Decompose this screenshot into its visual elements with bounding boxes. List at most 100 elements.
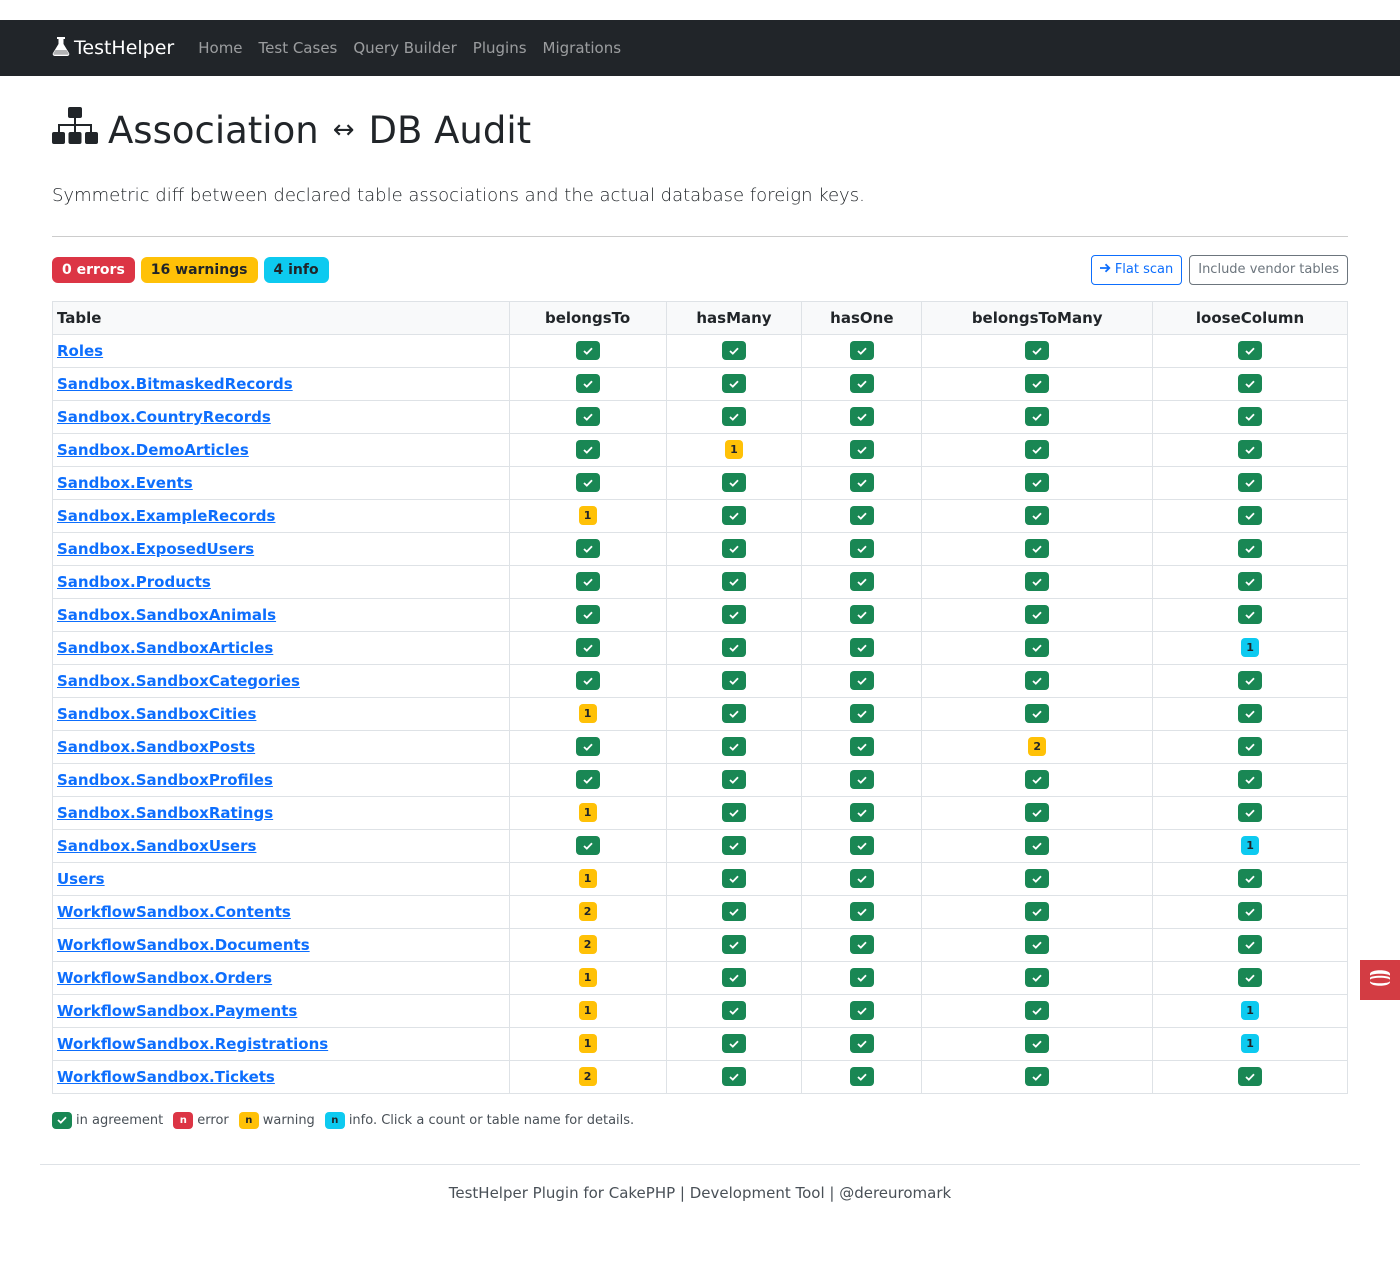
status-cell-belongs-to-many <box>921 564 1154 599</box>
status-cell-has-many <box>665 1026 803 1061</box>
warning-count-badge[interactable]: 2 <box>578 1067 597 1087</box>
column-header-belongs-to-many: belongsToMany <box>921 300 1154 335</box>
check-icon <box>575 473 600 493</box>
brand-label: TestHelper <box>74 37 175 59</box>
table-header-row: Table belongsTo hasMany hasOne belongsTo… <box>52 300 1348 335</box>
status-cell-has-many <box>665 366 803 401</box>
check-icon <box>1238 374 1263 394</box>
table-name-link[interactable]: Sandbox.SandboxCities <box>57 704 257 723</box>
table-name-cell: WorkflowSandbox.Contents <box>52 894 510 929</box>
table-name-link[interactable]: Sandbox.SandboxPosts <box>57 737 256 756</box>
legend-warning: warning <box>262 1112 315 1128</box>
table-name-link[interactable]: Sandbox.ExposedUsers <box>57 539 255 558</box>
warning-count-badge[interactable]: 1 <box>578 704 597 724</box>
check-icon <box>1238 770 1263 790</box>
check-icon <box>575 539 600 559</box>
warning-count-badge[interactable]: 1 <box>578 869 597 889</box>
table-name-cell: Sandbox.Events <box>52 465 510 500</box>
table-name-link[interactable]: Sandbox.SandboxRatings <box>57 803 274 822</box>
table-name-link[interactable]: WorkflowSandbox.Documents <box>57 935 310 954</box>
cakephp-debug-toggle[interactable] <box>1360 960 1400 1000</box>
check-icon <box>1025 803 1050 823</box>
table-name-cell: Sandbox.ExampleRecords <box>52 498 510 533</box>
include-vendor-button[interactable]: Include vendor tables <box>1189 254 1348 285</box>
status-cell-has-one <box>801 828 923 863</box>
status-cell-loose-column <box>1152 564 1348 599</box>
check-icon <box>575 440 600 460</box>
warning-count-badge[interactable]: 1 <box>578 968 597 988</box>
table-name-link[interactable]: Sandbox.SandboxUsers <box>57 836 257 855</box>
status-cell-has-many <box>665 597 803 632</box>
status-cell-belongs-to-many <box>921 399 1154 434</box>
table-name-link[interactable]: Roles <box>57 341 104 360</box>
table-name-link[interactable]: Sandbox.ExampleRecords <box>57 506 276 525</box>
table-name-link[interactable]: Sandbox.Events <box>57 473 193 492</box>
status-cell-has-many <box>665 993 803 1028</box>
warning-count-badge[interactable]: 1 <box>724 440 743 460</box>
table-name-link[interactable]: WorkflowSandbox.Contents <box>57 902 291 921</box>
status-cell-loose-column <box>1152 663 1348 698</box>
table-name-link[interactable]: Sandbox.SandboxArticles <box>57 638 274 657</box>
warning-count-badge[interactable]: 2 <box>578 935 597 955</box>
table-name-link[interactable]: Sandbox.Products <box>57 572 211 591</box>
table-name-link[interactable]: WorkflowSandbox.Tickets <box>57 1067 275 1086</box>
check-icon <box>1025 968 1050 988</box>
table-name-cell: Sandbox.ExposedUsers <box>52 531 510 566</box>
warning-count-badge[interactable]: 1 <box>578 1001 597 1021</box>
status-cell-loose-column <box>1152 696 1348 731</box>
status-cell-has-many <box>665 927 803 962</box>
table-row: WorkflowSandbox.Tickets 2 <box>52 1059 1348 1094</box>
table-name-link[interactable]: WorkflowSandbox.Registrations <box>57 1034 329 1053</box>
status-cell-loose-column: 1 <box>1152 993 1348 1028</box>
table-name-link[interactable]: Users <box>57 869 105 888</box>
info-count-badge[interactable]: 1 <box>1241 1001 1260 1021</box>
nav-link-test-cases[interactable]: Test Cases <box>258 39 338 57</box>
table-name-link[interactable]: Sandbox.SandboxAnimals <box>57 605 277 624</box>
info-count-badge[interactable]: 1 <box>1241 638 1260 658</box>
table-name-link[interactable]: Sandbox.DemoArticles <box>57 440 249 459</box>
table-name-cell: WorkflowSandbox.Orders <box>52 960 510 995</box>
check-icon <box>575 407 600 427</box>
nav-link-query-builder[interactable]: Query Builder <box>353 39 457 57</box>
table-name-link[interactable]: Sandbox.SandboxProfiles <box>57 770 273 789</box>
flat-scan-label: Flat scan <box>1114 261 1174 277</box>
table-name-cell: Sandbox.SandboxAnimals <box>52 597 510 632</box>
warning-count-badge[interactable]: 1 <box>578 1034 597 1054</box>
check-icon <box>1238 935 1263 955</box>
status-cell-has-one <box>801 630 923 665</box>
brand[interactable]: TestHelper <box>52 36 174 61</box>
warning-count-badge[interactable]: 1 <box>578 803 597 823</box>
warning-count-badge[interactable]: 1 <box>578 506 597 526</box>
table-row: Sandbox.SandboxPosts 2 <box>52 729 1348 764</box>
flat-scan-button[interactable]: Flat scan <box>1090 254 1183 285</box>
check-icon <box>849 968 874 988</box>
status-cell-belongs-to-many <box>921 531 1154 566</box>
nav-link-plugins[interactable]: Plugins <box>472 39 527 57</box>
check-icon <box>721 341 746 361</box>
nav-link-home[interactable]: Home <box>198 39 243 57</box>
status-cell-belongs-to: 1 <box>508 960 667 995</box>
table-name-link[interactable]: Sandbox.BitmaskedRecords <box>57 374 293 393</box>
warning-count-badge[interactable]: 2 <box>1028 737 1047 757</box>
status-cell-belongs-to-many <box>921 894 1154 929</box>
check-icon <box>1238 869 1263 889</box>
status-cell-belongs-to <box>508 432 667 467</box>
nav-link-migrations[interactable]: Migrations <box>542 39 622 57</box>
check-icon <box>575 638 600 658</box>
info-count-badge[interactable]: 1 <box>1241 836 1260 856</box>
check-icon <box>721 605 746 625</box>
page-lead: Symmetric diff between declared table as… <box>52 184 865 206</box>
warning-count-badge[interactable]: 2 <box>578 902 597 922</box>
table-name-link[interactable]: Sandbox.CountryRecords <box>57 407 271 426</box>
status-cell-belongs-to: 1 <box>508 861 667 896</box>
status-cell-loose-column: 1 <box>1152 828 1348 863</box>
table-name-link[interactable]: Sandbox.SandboxCategories <box>57 671 300 690</box>
audit-table: Table belongsTo hasMany hasOne belongsTo… <box>52 300 1348 1094</box>
table-name-link[interactable]: WorkflowSandbox.Orders <box>57 968 273 987</box>
flask-icon <box>52 36 74 61</box>
status-cell-belongs-to: 1 <box>508 498 667 533</box>
check-icon <box>1238 803 1263 823</box>
info-count-badge[interactable]: 1 <box>1241 1034 1260 1054</box>
table-name-link[interactable]: WorkflowSandbox.Payments <box>57 1001 298 1020</box>
title-arrow: ↔ <box>332 115 355 145</box>
